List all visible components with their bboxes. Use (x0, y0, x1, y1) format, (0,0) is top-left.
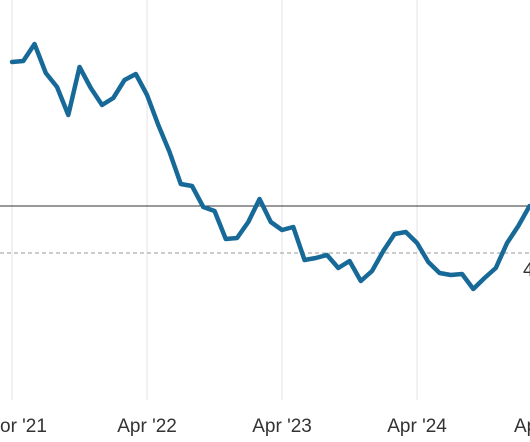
data-line (9, 41, 530, 292)
x-tick-label: Apr '24 (387, 416, 447, 437)
x-tick-label: Apr '22 (117, 416, 177, 437)
x-tick-label: Ap (514, 416, 530, 437)
x-tick-label: or '21 (0, 416, 47, 437)
x-tick-label: Apr '23 (252, 416, 312, 437)
annotation: 4 (523, 260, 530, 281)
